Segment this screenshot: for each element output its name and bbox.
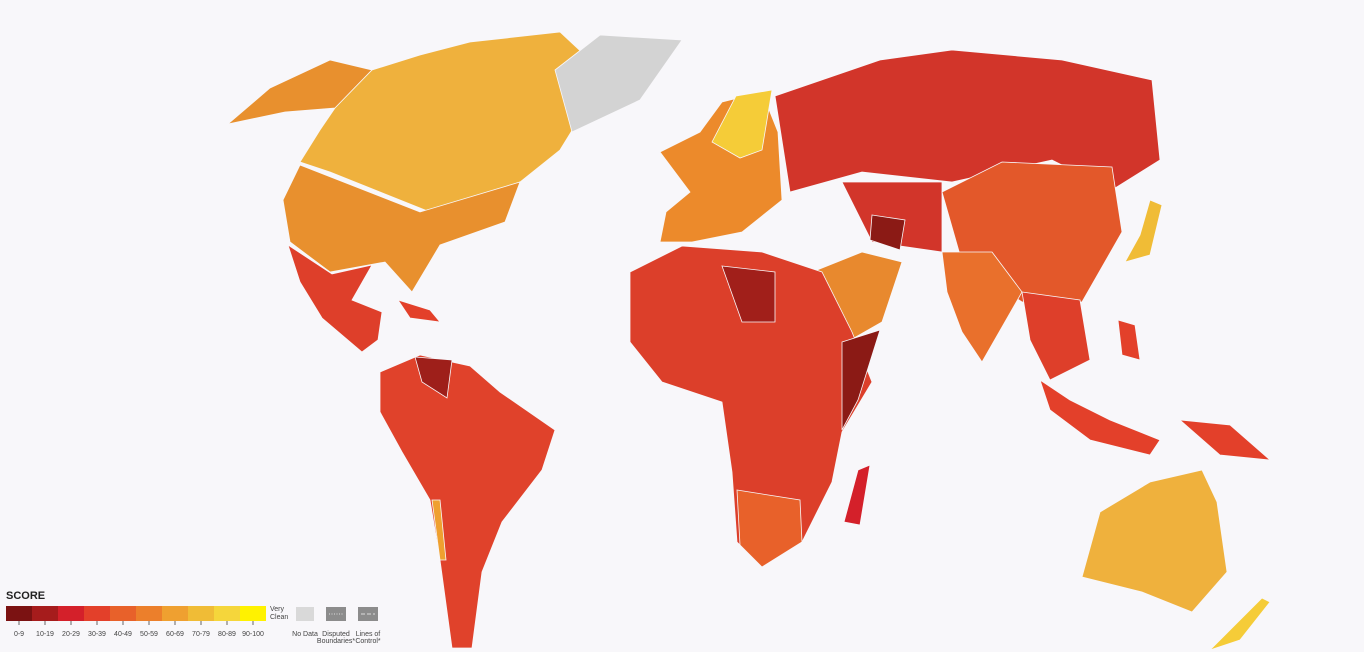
- loc-label: Lines of: [356, 631, 381, 638]
- scandinavia: [711, 89, 773, 159]
- russia: [774, 49, 1161, 193]
- legend-label: 50-59: [140, 631, 158, 638]
- caribbean: [397, 299, 441, 323]
- usa: [282, 164, 521, 293]
- new-zealand: [1209, 597, 1271, 651]
- japan: [1124, 199, 1163, 263]
- philippines: [1117, 319, 1141, 361]
- southeast-asia: [1021, 291, 1091, 381]
- world-map: [227, 31, 1272, 651]
- india: [941, 251, 1023, 363]
- south-america: [379, 354, 556, 649]
- legend-high-label: Very: [270, 606, 285, 613]
- no-data-label: No Data: [292, 631, 318, 638]
- legend-label: 40-49: [114, 631, 132, 638]
- legend-label: 90-100: [242, 631, 264, 638]
- legend-label: 30-39: [88, 631, 106, 638]
- legend-label: 0-9: [14, 631, 24, 638]
- afghanistan: [869, 214, 906, 251]
- legend-label: 70-79: [192, 631, 210, 638]
- greenland: [554, 34, 683, 133]
- disputed-label: Boundaries*: [317, 638, 355, 645]
- legend-swatch: [136, 606, 162, 621]
- indonesia-west: [1039, 379, 1161, 456]
- africa: [629, 245, 873, 568]
- legend: SCORE 0-9 10-19 20-29 30-39 40-49 50-59 60-69 7…: [6, 590, 381, 645]
- venezuela: [414, 356, 453, 399]
- no-data-swatch: [296, 607, 314, 621]
- new-guinea: [1178, 419, 1272, 461]
- legend-swatch: [32, 606, 58, 621]
- legend-title: SCORE: [6, 590, 45, 602]
- legend-label: 60-69: [166, 631, 184, 638]
- legend-label: 20-29: [62, 631, 80, 638]
- legend-swatch: [240, 606, 266, 621]
- legend-swatch: [214, 606, 240, 621]
- legend-swatch: [110, 606, 136, 621]
- disputed-swatch: [326, 607, 346, 621]
- mexico-central-america: [287, 244, 383, 353]
- somalia: [841, 329, 881, 431]
- legend-swatch: [162, 606, 188, 621]
- disputed-label: Disputed: [322, 631, 350, 638]
- legend-swatch: [6, 606, 32, 621]
- southern-africa: [736, 489, 803, 568]
- legend-swatch: [58, 606, 84, 621]
- madagascar: [843, 464, 871, 526]
- legend-label: 10-19: [36, 631, 54, 638]
- chile-uruguay: [431, 499, 447, 561]
- loc-label: Control*: [355, 638, 381, 645]
- legend-swatch: [84, 606, 110, 621]
- australia: [1081, 469, 1228, 613]
- legend-swatch: [188, 606, 214, 621]
- libya: [721, 265, 776, 323]
- legend-high-label: Clean: [270, 614, 288, 621]
- legend-label: 80-89: [218, 631, 236, 638]
